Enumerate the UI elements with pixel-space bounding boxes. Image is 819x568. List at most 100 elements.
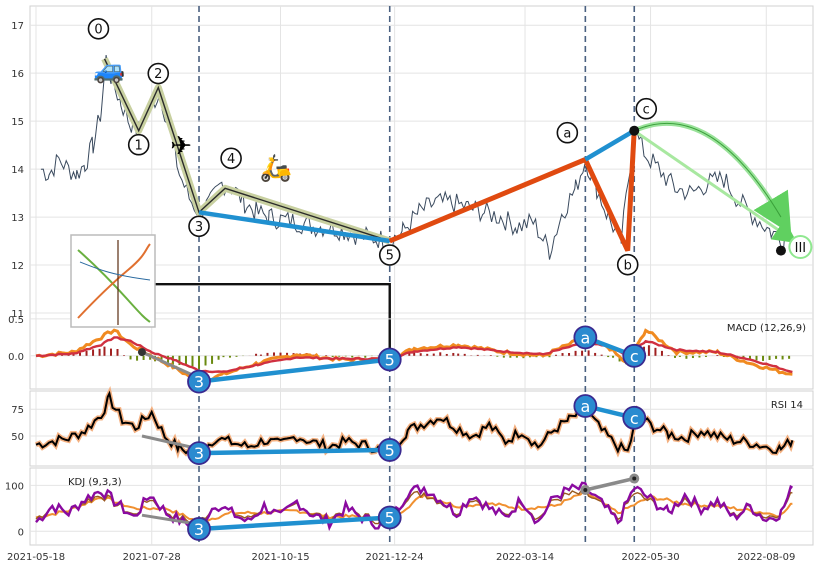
macd-blue-line <box>198 357 390 384</box>
wave-a-text: a <box>563 126 571 141</box>
macd-wave-a-text: a <box>580 328 590 347</box>
macd-hist-bar <box>408 352 411 356</box>
macd-signal-line <box>35 336 793 374</box>
wave-0-circle <box>87 17 110 40</box>
macd-hist-bar <box>691 355 694 359</box>
price-y-tick-label: 13 <box>11 213 24 224</box>
x-tick-label: 2022-05-30 <box>621 552 679 563</box>
macd-hist-bar <box>581 350 584 356</box>
kdj-y-tick-label: 0 <box>18 527 24 538</box>
macd-hist-bar <box>160 355 163 363</box>
macd-hist-bar <box>762 355 765 361</box>
x-tick-label: 2021-07-28 <box>123 552 181 563</box>
macd-hist-bar <box>142 355 145 360</box>
macd-hist-bar <box>109 348 112 356</box>
macd-hist-bar <box>748 355 751 361</box>
macd-hist-bar <box>255 353 258 356</box>
macd-hist-bar <box>167 355 170 364</box>
price-y-tick-label: 12 <box>11 261 24 272</box>
price-y-tick-label: 11 <box>11 309 24 320</box>
rsi-label: RSI 14 <box>771 400 803 411</box>
end-dot <box>775 245 786 256</box>
rsi-wave-5-badge <box>377 438 402 462</box>
rsi-y-tick-label: 50 <box>11 432 24 443</box>
macd-gray-line <box>141 350 200 380</box>
kdj-wave-3-badge <box>187 517 211 541</box>
macd-hist-bar <box>698 355 701 358</box>
wave-1-circle <box>127 133 150 156</box>
macd-wave-c-text: c <box>630 347 639 366</box>
macd-wave-a-badge <box>573 325 598 350</box>
macd-hist-bar <box>419 353 422 356</box>
macd-hist-bar <box>716 354 719 356</box>
macd-hist-bar <box>445 353 448 356</box>
macd-hist-bar <box>228 355 231 358</box>
macd-hist-bar <box>325 355 328 356</box>
macd-hist-bar <box>476 354 479 356</box>
kdj-wave-3-text: 3 <box>194 520 204 539</box>
macd-hist-bar <box>457 353 460 356</box>
macd-wave-3-text: 3 <box>194 373 204 392</box>
macd-hist-bar <box>184 355 187 366</box>
inset-curve-blue <box>79 261 151 281</box>
macd-hist-bar <box>612 355 615 358</box>
wave-1-text: 1 <box>135 138 143 153</box>
macd-hist-bar <box>413 352 416 356</box>
kdj-label: KDJ (9,3,3) <box>68 477 122 488</box>
macd-hist-bar <box>607 355 610 358</box>
macd-hist-bar <box>344 355 347 357</box>
macd-hist-bar <box>660 350 663 356</box>
macd-hist-bar <box>768 355 771 360</box>
rsi-wave-a-text: a <box>580 397 590 416</box>
x-tick-label: 2021-12-24 <box>366 552 424 563</box>
macd-y-tick-label: 0.0 <box>8 352 24 363</box>
macd-hist-bar <box>755 355 758 361</box>
price-y-tick-label: 15 <box>11 117 24 128</box>
kdj-dot-core <box>583 488 588 492</box>
wave-4-text: 4 <box>227 152 235 167</box>
macd-label: MACD (12,26,9) <box>727 323 806 334</box>
macd-hist-bar <box>489 355 492 356</box>
macd-hist-bar <box>331 355 334 357</box>
macd-hist-bar <box>515 355 518 358</box>
macd-hist-bar <box>103 346 106 356</box>
wave-b-text: b <box>624 258 632 273</box>
macd-hist-bar <box>781 355 784 360</box>
kdj-dot-core <box>632 476 637 481</box>
macd-hist-bar <box>222 355 225 358</box>
car-icon: 🚙 <box>93 55 125 85</box>
wave-iii-circle <box>788 235 813 260</box>
x-tick-label: 2021-05-18 <box>7 552 65 563</box>
macd-hist-bar <box>600 354 603 356</box>
macd-hist-bar <box>79 352 82 356</box>
x-tick-label: 2022-08-09 <box>737 552 795 563</box>
wave-ac-blue-line <box>584 128 636 162</box>
kdj-wave-5-text: 5 <box>385 509 395 528</box>
macd-hist-bar <box>678 355 681 357</box>
rsi-blue-line <box>198 447 390 456</box>
macd-gray-dot <box>137 348 146 357</box>
macd-hist-bar <box>204 355 207 366</box>
macd-hist-bar <box>286 352 289 356</box>
rsi-wave-c-badge <box>622 405 647 430</box>
rsi-wave-a-badge <box>573 394 598 418</box>
wave-a-circle <box>556 121 579 144</box>
macd-wave-5-badge <box>377 347 402 372</box>
rsi-panel: 75 50 RSI 14 3 5 a c <box>11 385 813 466</box>
macd-y-tick-label: 0.5 <box>8 315 24 326</box>
macd-hist-bar <box>594 352 597 356</box>
macd-hist-bar <box>92 349 95 356</box>
macd-hist-bar <box>72 353 75 356</box>
wave-2-text: 2 <box>154 67 162 82</box>
macd-hist-bar <box>548 355 551 358</box>
macd-hist-bar <box>788 355 791 359</box>
macd-hist-bar <box>129 355 132 360</box>
macd-hist-bar <box>775 355 778 359</box>
wave-4-circle <box>220 147 242 170</box>
macd-hist-bar <box>496 355 499 357</box>
macd-hist-bar <box>259 354 262 356</box>
macd-hist-bar <box>351 355 354 358</box>
price-y-tick-label: 17 <box>11 21 24 32</box>
macd-panel: 0.5 0.0 MACD (12,26,9) 3 5 a c <box>8 315 813 394</box>
